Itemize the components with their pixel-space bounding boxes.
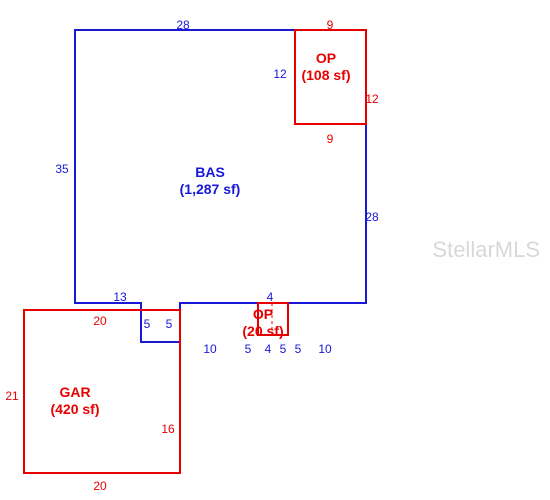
dim-op1-1: 12 bbox=[365, 92, 379, 106]
dim-bas-1: 12 bbox=[273, 67, 287, 81]
dim-bas-0: 28 bbox=[176, 18, 190, 32]
dim-gar-0: 20 bbox=[93, 314, 107, 328]
dim-bas-3: 28 bbox=[365, 210, 379, 224]
dim-gar-2: 16 bbox=[161, 422, 175, 436]
dim-bas-9: 5 bbox=[245, 342, 252, 356]
room-label-bas: BAS bbox=[195, 164, 225, 180]
room-label-op1: OP bbox=[316, 50, 336, 66]
dim-op1-0: 9 bbox=[327, 18, 334, 32]
dim-bas-11: 5 bbox=[280, 342, 287, 356]
dim-bas-10: 4 bbox=[265, 342, 272, 356]
room-gar: GAR(420 sf) 20 21 16 20 bbox=[5, 310, 180, 493]
room-area-op1: (108 sf) bbox=[301, 67, 350, 83]
room-op2: OP(20 sf) bbox=[242, 303, 288, 339]
dim-bas-4: 13 bbox=[113, 290, 127, 304]
floor-plan-svg: BAS(1,287 sf)281235281355104545510OP(108… bbox=[0, 0, 550, 500]
room-area-gar: (420 sf) bbox=[50, 401, 99, 417]
dim-bas-2: 35 bbox=[55, 162, 69, 176]
dim-bas-6: 5 bbox=[166, 317, 173, 331]
dim-gar-3: 20 bbox=[93, 479, 107, 493]
dim-bas-12: 5 bbox=[295, 342, 302, 356]
room-area-bas: (1,287 sf) bbox=[180, 181, 241, 197]
room-area-op2: (20 sf) bbox=[242, 323, 283, 339]
dim-bas-7: 10 bbox=[203, 342, 217, 356]
room-label-gar: GAR bbox=[59, 384, 90, 400]
dim-op1-2: 9 bbox=[327, 132, 334, 146]
dim-bas-13: 10 bbox=[318, 342, 332, 356]
room-label-op2: OP bbox=[253, 306, 273, 322]
room-outline-gar bbox=[24, 310, 180, 473]
dim-gar-1: 21 bbox=[5, 389, 19, 403]
dim-bas-5: 5 bbox=[144, 317, 151, 331]
